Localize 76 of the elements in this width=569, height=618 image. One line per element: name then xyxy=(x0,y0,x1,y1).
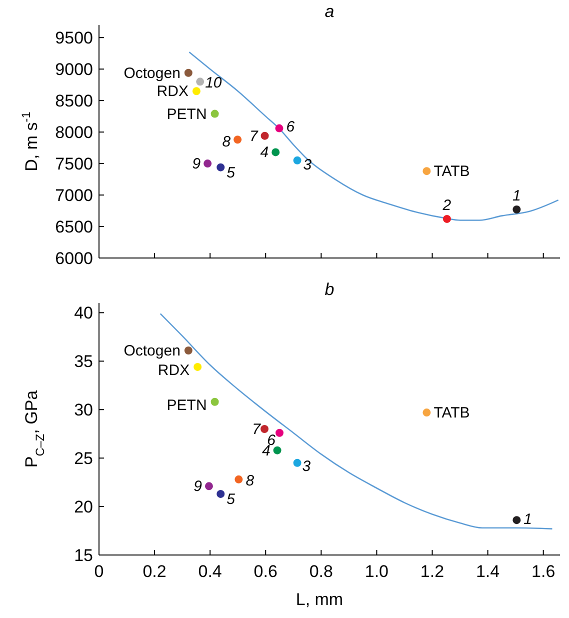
point xyxy=(194,362,202,371)
chart-title: b xyxy=(324,280,334,299)
y-tick-label: 6500 xyxy=(55,218,93,237)
y-tick-label: 20 xyxy=(74,498,93,517)
point xyxy=(184,346,192,354)
point xyxy=(442,214,451,223)
series-label: 1 xyxy=(524,511,532,528)
y-tick-label: 40 xyxy=(74,304,93,323)
series-label: RDX xyxy=(158,362,190,379)
point xyxy=(260,132,269,140)
series-label: PETN xyxy=(166,106,207,123)
x-tick-label: 0.8 xyxy=(309,562,333,581)
series-label: RDX xyxy=(156,83,188,100)
series-label: 7 xyxy=(252,421,262,438)
series-label: 9 xyxy=(194,478,203,496)
point xyxy=(192,87,200,96)
point xyxy=(234,475,243,484)
point xyxy=(216,163,225,172)
y-tick-label: 9500 xyxy=(55,28,93,48)
series-label: Octogen xyxy=(124,64,180,82)
point xyxy=(276,428,284,437)
y-tick-label: 6000 xyxy=(55,249,93,268)
point xyxy=(275,124,284,132)
y-tick-label: 25 xyxy=(74,449,93,468)
point xyxy=(260,425,269,433)
x-tick-label: 1.4 xyxy=(476,562,500,581)
series-label: 6 xyxy=(286,118,296,136)
series-label: 7 xyxy=(249,128,258,145)
point xyxy=(204,482,213,490)
series-label: 9 xyxy=(192,156,202,173)
series-label: 1 xyxy=(512,188,521,205)
point xyxy=(512,206,521,214)
point xyxy=(512,516,521,524)
point xyxy=(293,156,302,164)
series-label: TATB xyxy=(434,163,470,180)
point xyxy=(196,78,204,86)
series-label: TATB xyxy=(434,404,470,422)
point xyxy=(216,490,225,498)
point xyxy=(204,160,212,168)
series-label: 10 xyxy=(205,74,222,92)
point xyxy=(210,110,219,118)
y-tick-label: 35 xyxy=(74,352,93,372)
series-label: 4 xyxy=(260,144,269,162)
point xyxy=(422,167,431,176)
series-label: Octogen xyxy=(124,342,180,360)
x-axis-title: L, mm xyxy=(296,590,344,609)
series-label: 3 xyxy=(302,458,312,475)
x-tick-label: 0.4 xyxy=(198,562,222,581)
x-tick-label: 1.0 xyxy=(364,562,389,581)
series-label: 8 xyxy=(222,134,232,151)
y-tick-label: 7000 xyxy=(55,186,93,206)
series-label: 5 xyxy=(226,164,236,182)
x-tick-label: 1.2 xyxy=(420,562,444,581)
y-tick-label: 15 xyxy=(74,546,93,565)
point xyxy=(184,68,192,77)
point xyxy=(272,148,280,156)
point xyxy=(273,446,282,454)
series-label: 5 xyxy=(226,490,236,508)
chart-title: a xyxy=(324,2,334,21)
y-tick-label: 8000 xyxy=(55,123,93,142)
y-tick-label: 9000 xyxy=(55,60,93,80)
series-label: PETN xyxy=(166,396,207,414)
point xyxy=(210,398,219,406)
y-tick-label: 7500 xyxy=(55,154,93,174)
y-tick-label: 30 xyxy=(74,400,93,420)
x-tick-label: 1.6 xyxy=(532,562,556,581)
point xyxy=(234,136,242,144)
y-tick-label: 8500 xyxy=(55,92,93,111)
x-tick-label: 0.6 xyxy=(254,562,278,581)
series-label: 2 xyxy=(442,196,452,214)
series-label: 8 xyxy=(246,472,255,490)
point xyxy=(422,408,431,417)
x-tick-label: 0.2 xyxy=(142,562,166,581)
x-tick-label: 0 xyxy=(94,562,104,581)
point xyxy=(293,458,302,467)
series-label: 3 xyxy=(303,156,312,174)
